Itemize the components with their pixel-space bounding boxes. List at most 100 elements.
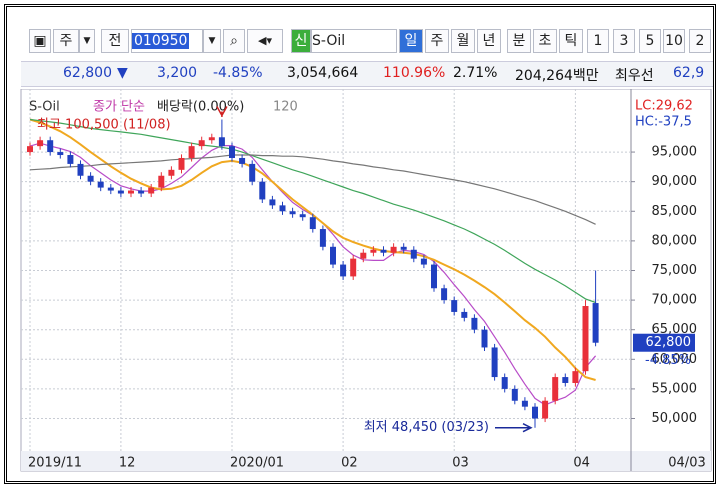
candle-body xyxy=(249,163,256,182)
quote-row: 62,800 ▼ 3,200 -4.85% 3,054,664 110.96% … xyxy=(21,61,713,87)
candle-body xyxy=(330,246,336,265)
candle-body xyxy=(27,146,33,153)
candle-body xyxy=(420,258,427,265)
x-tick-label: 2019/11 xyxy=(28,456,82,471)
period-toggle[interactable]: 주 xyxy=(53,29,79,53)
y-tick-label: 70,000 xyxy=(652,293,698,308)
price: 62,800 xyxy=(63,65,112,81)
prev-button[interactable]: 전 xyxy=(101,29,129,53)
y-tick-label: 75,000 xyxy=(652,263,698,278)
low-arrow xyxy=(495,423,533,433)
candle-body xyxy=(77,163,84,176)
legend-text: 120 xyxy=(273,100,298,115)
period-button[interactable]: 일 xyxy=(399,29,423,53)
legend-text: 배당락(0.00%) xyxy=(157,100,244,115)
candle-body xyxy=(390,246,397,253)
rate: -4.85% xyxy=(213,65,263,81)
candle-body xyxy=(461,311,468,318)
price-change: -4.85% xyxy=(645,353,691,368)
candle-body xyxy=(441,288,448,301)
name-input[interactable]: S-Oil xyxy=(311,29,397,53)
change: 3,200 xyxy=(157,65,198,81)
y-tick-label: 85,000 xyxy=(652,204,698,219)
search-button[interactable]: ⌕ xyxy=(223,29,245,53)
candle-body xyxy=(572,371,579,383)
dropdown[interactable]: ▼ xyxy=(79,29,95,53)
period-button[interactable]: 주 xyxy=(425,29,449,53)
period-button[interactable]: 초 xyxy=(533,29,557,53)
period-button[interactable]: 틱 xyxy=(559,29,583,53)
limit-label: HC:-37,5 xyxy=(635,115,692,130)
candle-body xyxy=(87,175,94,182)
x-tick-label: 12 xyxy=(119,456,136,471)
candle-body xyxy=(259,181,266,200)
candle-body xyxy=(380,249,387,253)
limit-label: LC:29,62 xyxy=(635,99,693,114)
low-annotation: 최저 48,450 (03/23) xyxy=(364,420,489,435)
high-annotation: 최고 100,500 (11/08) xyxy=(37,118,171,133)
candle-body xyxy=(562,377,569,383)
x-tick-label: 04 xyxy=(573,456,590,471)
best: 62,9 xyxy=(673,65,705,81)
candle-body xyxy=(138,190,145,194)
code-input[interactable]: 010950 xyxy=(131,29,203,53)
price-tag-box xyxy=(633,333,695,352)
period-button[interactable]: 2 xyxy=(689,29,711,53)
y-tick-label: 65,000 xyxy=(652,322,698,337)
corner-label: 04/03 xyxy=(668,456,705,471)
candle-body xyxy=(410,249,417,259)
x-tick-label: 2020/01 xyxy=(230,456,284,471)
y-tick-label: 50,000 xyxy=(652,411,698,426)
volume: 3,054,664 xyxy=(287,65,359,81)
x-tick-label: 02 xyxy=(341,456,358,471)
period-button[interactable]: 10 xyxy=(663,29,685,53)
x-tick-label: 03 xyxy=(452,456,469,471)
period-button[interactable]: 5 xyxy=(639,29,661,53)
candle-body xyxy=(340,264,347,277)
candle-body xyxy=(198,140,205,147)
y-tick-label: 80,000 xyxy=(652,233,698,248)
legend-text: 종가 단순 xyxy=(93,100,145,115)
arrow: ▼ xyxy=(117,65,128,81)
candle-body xyxy=(319,229,326,247)
candle-body xyxy=(552,377,559,401)
icon-button[interactable]: ▣ xyxy=(29,29,51,53)
y-tick-label: 55,000 xyxy=(652,381,698,396)
chart-frame xyxy=(20,89,712,472)
candle-body xyxy=(47,140,54,153)
candle-body xyxy=(269,199,276,206)
ma-line xyxy=(29,118,596,304)
candle-body xyxy=(501,377,508,389)
period-button[interactable]: 1 xyxy=(587,29,609,53)
candle-body xyxy=(279,205,286,212)
candle-body xyxy=(168,169,175,176)
candle-body xyxy=(481,329,488,348)
chart: 50,000 55,000 60,000 65,000 70,000 75,000 80,0… xyxy=(20,89,712,472)
candle-body xyxy=(532,406,538,419)
period-button[interactable]: 분 xyxy=(507,29,531,53)
candle-body xyxy=(128,190,134,194)
candle-body xyxy=(188,146,195,158)
candle-body xyxy=(107,187,114,191)
sound-button[interactable]: ◀▾ xyxy=(247,29,283,53)
candle-body xyxy=(400,246,407,250)
period-button[interactable]: 3 xyxy=(613,29,635,53)
period-button[interactable]: 년 xyxy=(477,29,501,53)
ma-line xyxy=(29,154,596,225)
x-axis-strip xyxy=(21,451,711,471)
candle-body xyxy=(299,214,306,218)
candle-body xyxy=(148,187,155,194)
candle-body xyxy=(542,400,549,419)
candle-body xyxy=(218,137,225,147)
best-label: 최우선 xyxy=(615,68,654,84)
candle-body xyxy=(37,140,44,147)
y-tick-label: 95,000 xyxy=(652,145,698,160)
screen: ▣ 주 ▼ 전 010950 ▼ ⌕ ◀▾ 신 S-Oil 62,800 ▼ 3… xyxy=(4,4,716,484)
period-button[interactable]: 월 xyxy=(451,29,475,53)
candle-body xyxy=(208,137,215,141)
candle-body xyxy=(491,347,498,378)
code: 010950 xyxy=(132,33,190,49)
amount: 204,264백만 xyxy=(515,68,599,84)
dropdown[interactable]: ▼ xyxy=(203,29,221,53)
candle-body xyxy=(582,306,589,372)
